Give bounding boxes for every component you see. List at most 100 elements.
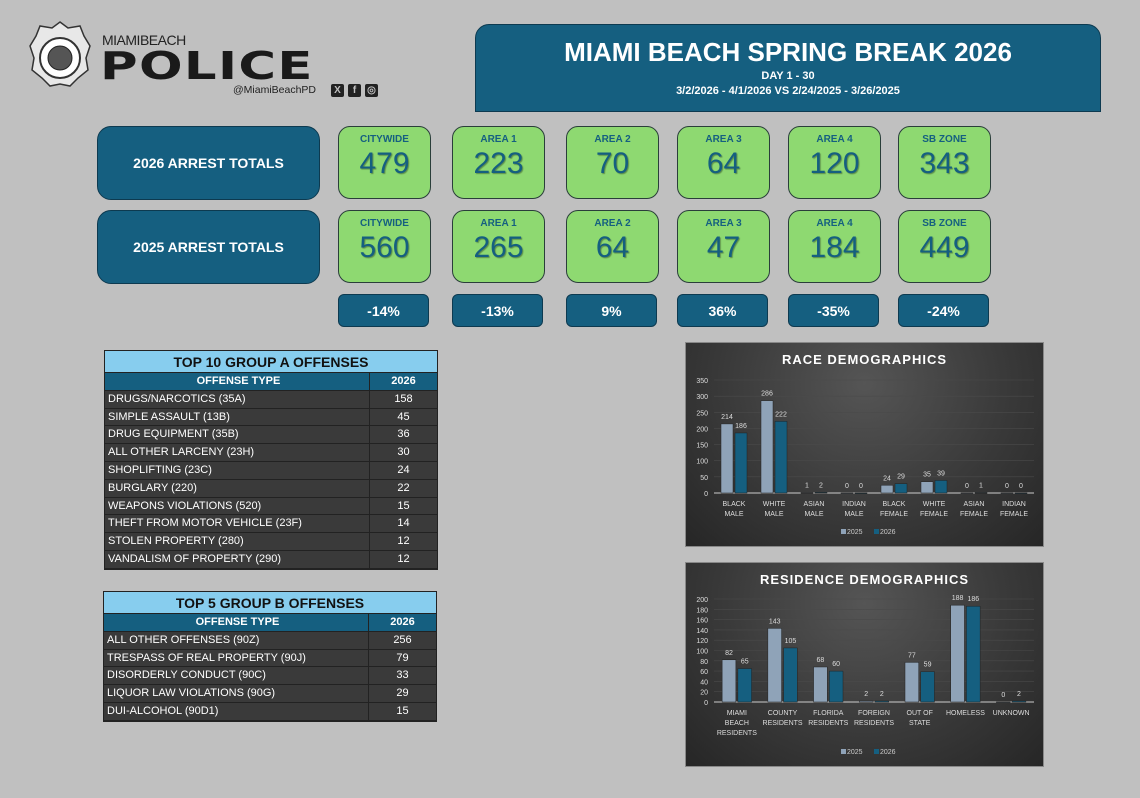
logo-main-text: POLICE	[100, 44, 314, 88]
data-label: 2	[864, 691, 868, 698]
report-title: MIAMI BEACH SPRING BREAK 2026	[564, 37, 1012, 67]
area-name: AREA 4	[816, 218, 853, 229]
bar-2026	[854, 492, 868, 494]
instagram-icon: ◎	[365, 84, 378, 97]
bar-2026	[774, 421, 788, 494]
offense-type: ALL OTHER LARCENY (23H)	[105, 444, 370, 461]
y-tick-label: 200	[696, 597, 708, 604]
col-offense-type: OFFENSE TYPE	[104, 614, 369, 631]
bar-2025	[960, 492, 974, 494]
data-label: 1	[979, 483, 983, 490]
table-row: VANDALISM OF PROPERTY (290) 12	[105, 550, 437, 569]
arrest-count-2025: 560	[359, 231, 410, 264]
percent-change: -35%	[788, 294, 879, 327]
table-row: LIQUOR LAW VIOLATIONS (90G) 29	[104, 685, 436, 703]
card-2026-area: AREA 2 70	[566, 126, 659, 199]
offense-count: 33	[396, 669, 409, 682]
legend-swatch-2026	[874, 529, 879, 534]
bar-2026	[1014, 492, 1028, 494]
x-tick-label: FEMALE	[880, 511, 908, 518]
data-label: 29	[897, 474, 905, 481]
data-label: 65	[741, 659, 749, 666]
card-2025-area: AREA 2 64	[566, 210, 659, 283]
area-name: AREA 4	[816, 134, 853, 145]
report-header: MIAMI BEACH SPRING BREAK 2026 DAY 1 - 30…	[475, 24, 1101, 112]
label-2025-totals: 2025 ARREST TOTALS	[97, 210, 320, 284]
facebook-icon: f	[348, 84, 361, 97]
table-header: OFFENSE TYPE 2026	[104, 614, 436, 632]
x-tick-label: OUT OF	[907, 710, 933, 717]
offense-count: 79	[396, 651, 409, 664]
y-tick-label: 100	[696, 459, 708, 466]
bar-2026	[974, 492, 988, 494]
arrest-count-2025: 64	[595, 231, 630, 264]
arrest-count-2025: 265	[473, 231, 524, 264]
x-tick-label: STATE	[909, 720, 931, 727]
arrest-count-2026: 70	[595, 147, 630, 180]
x-tick-label: FEMALE	[920, 511, 948, 518]
y-tick-label: 50	[700, 475, 708, 482]
data-label: 286	[761, 391, 773, 398]
police-badge-icon	[29, 21, 91, 87]
data-label: 222	[775, 411, 787, 418]
offense-type: DRUGS/NARCOTICS (35A)	[105, 390, 370, 408]
percent-change: 9%	[566, 294, 657, 327]
card-2026-area: AREA 3 64	[677, 126, 770, 199]
x-tick-label: FEMALE	[960, 511, 988, 518]
chart-title: RACE DEMOGRAPHICS	[781, 352, 948, 367]
offense-type: DRUG EQUIPMENT (35B)	[105, 426, 370, 444]
x-tick-label: UNKNOWN	[993, 710, 1030, 717]
area-name: CITYWIDE	[360, 218, 409, 229]
table-title: TOP 5 GROUP B OFFENSES	[104, 592, 436, 614]
bar-2026	[920, 671, 935, 703]
offense-count: 36	[397, 428, 410, 441]
offense-count: 29	[396, 687, 409, 700]
offense-count: 15	[397, 499, 410, 512]
miami-beach-police-logo: MIAMIBEACH POLICE @MiamiBeachPD X f ◎	[28, 20, 388, 97]
bar-2026	[874, 700, 889, 703]
offense-type: TRESPASS OF REAL PROPERTY (90J)	[104, 649, 369, 667]
offense-type: SIMPLE ASSAULT (13B)	[105, 408, 370, 426]
x-tick-label: ASIAN	[803, 501, 824, 508]
x-tick-label: RESIDENTS	[854, 720, 894, 727]
legend-label: 2025	[847, 529, 863, 536]
table-row: STOLEN PROPERTY (280) 12	[105, 533, 437, 551]
y-tick-label: 200	[696, 426, 708, 433]
y-tick-label: 100	[696, 649, 708, 656]
bar-2025	[1000, 492, 1014, 494]
table-title: TOP 10 GROUP A OFFENSES	[105, 351, 437, 373]
arrest-count-2025: 184	[809, 231, 860, 264]
y-tick-label: 40	[700, 679, 708, 686]
data-label: 0	[1005, 483, 1009, 490]
y-tick-label: 160	[696, 618, 708, 625]
x-tick-label: BLACK	[883, 501, 906, 508]
bar-2025	[920, 481, 934, 494]
bar-2025	[904, 662, 919, 703]
arrest-count-2026: 479	[359, 147, 410, 180]
group-b-offenses-table: TOP 5 GROUP B OFFENSES OFFENSE TYPE 2026 …	[103, 591, 437, 722]
x-tick-label: INDIAN	[842, 501, 866, 508]
bar-2026	[734, 432, 748, 494]
data-label: 2	[880, 691, 884, 698]
bar-2025	[760, 400, 774, 494]
card-2025-area: AREA 3 47	[677, 210, 770, 283]
data-label: 2	[1017, 691, 1021, 698]
y-tick-label: 250	[696, 410, 708, 417]
x-tick-label: BLACK	[723, 501, 746, 508]
table-row: WEAPONS VIOLATIONS (520) 15	[105, 497, 437, 516]
offense-count: 45	[397, 410, 410, 423]
table-header: OFFENSE TYPE 2026	[105, 373, 437, 391]
offense-count: 15	[396, 704, 409, 717]
x-tick-label: WHITE	[763, 501, 786, 508]
arrest-count-2025: 449	[919, 231, 970, 264]
group-a-offenses-table: TOP 10 GROUP A OFFENSES OFFENSE TYPE 2026…	[104, 350, 438, 570]
x-tick-label: WHITE	[923, 501, 946, 508]
bar-2025	[996, 701, 1011, 703]
bar-2025	[859, 700, 874, 703]
offense-count: 12	[397, 552, 410, 565]
offense-count: 14	[397, 517, 410, 530]
y-tick-label: 80	[700, 659, 708, 666]
table-row: THEFT FROM MOTOR VEHICLE (23F) 14	[105, 515, 437, 534]
x-tick-label: FEMALE	[1000, 511, 1028, 518]
data-label: 68	[817, 657, 825, 664]
